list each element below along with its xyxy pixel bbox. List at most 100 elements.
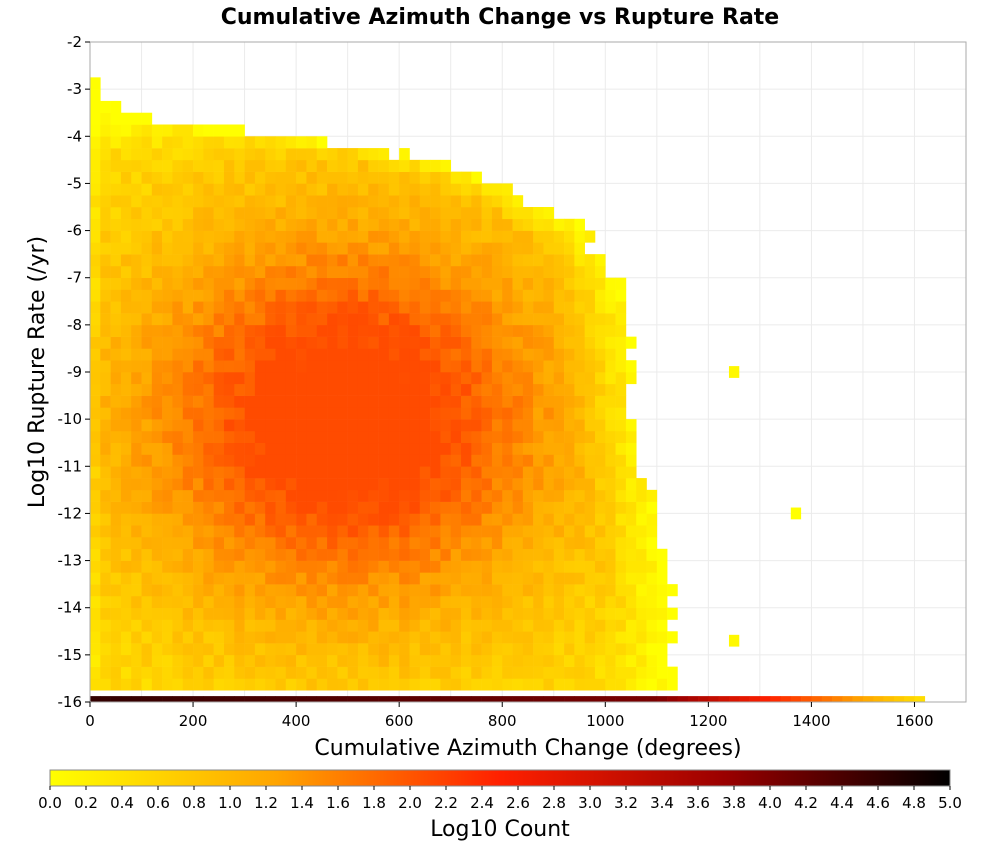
heatmap-cell [512, 631, 524, 644]
heatmap-outlier-cell [728, 366, 740, 378]
heatmap-cell [533, 230, 544, 243]
heatmap-cell [625, 537, 637, 550]
heatmap-cell [90, 324, 101, 337]
heatmap-cell [409, 419, 421, 432]
heatmap-cell [481, 430, 493, 444]
heatmap-cell [90, 466, 101, 479]
heatmap-cell [512, 301, 524, 314]
heatmap-cell-bottom [677, 696, 689, 702]
heatmap-cell [543, 254, 555, 267]
heatmap-cell [306, 442, 318, 455]
heatmap-cell [285, 218, 297, 231]
heatmap-cell [419, 525, 431, 538]
heatmap-cell [378, 407, 390, 420]
heatmap-cell [193, 442, 204, 455]
heatmap-cell [378, 643, 390, 656]
heatmap-cell [120, 218, 132, 231]
heatmap-cell [182, 348, 194, 361]
heatmap-cell [543, 395, 555, 408]
heatmap-cell [100, 442, 111, 455]
heatmap-cell [203, 537, 214, 550]
heatmap-cell [182, 560, 194, 573]
heatmap-cell [131, 136, 142, 149]
heatmap-cell [378, 654, 390, 667]
heatmap-cell [90, 537, 101, 550]
heatmap-cell [172, 324, 184, 337]
heatmap-cell [213, 430, 225, 444]
heatmap-cell [213, 254, 225, 267]
heatmap-cell-bottom [203, 696, 214, 702]
heatmap-cell [316, 501, 328, 514]
heatmap-cell [584, 560, 596, 573]
heatmap-cell [275, 324, 287, 337]
y-tick-label: -12 [58, 504, 83, 522]
heatmap-cell [522, 254, 534, 267]
heatmap-cell [296, 489, 307, 502]
heatmap-cell [182, 171, 194, 184]
heatmap-cell [151, 525, 163, 538]
heatmap-cell [347, 383, 359, 396]
heatmap-cell [120, 254, 132, 267]
heatmap-cell [285, 324, 297, 337]
heatmap-cell [594, 478, 606, 491]
heatmap-cell [388, 619, 400, 632]
heatmap-cell [285, 584, 297, 597]
heatmap-cell [254, 148, 266, 161]
heatmap-cell [388, 171, 400, 184]
heatmap-cell [316, 407, 328, 420]
heatmap-cells [90, 77, 926, 702]
heatmap-cell [275, 442, 287, 455]
heatmap-cell [388, 159, 400, 172]
heatmap-cell [234, 148, 245, 161]
heatmap-cell [306, 631, 318, 644]
heatmap-cell [502, 619, 513, 632]
heatmap-cell [131, 407, 142, 420]
heatmap-cell [430, 631, 441, 644]
heatmap-cell [275, 301, 287, 314]
heatmap-cell [151, 348, 163, 361]
heatmap-cell [213, 324, 225, 337]
heatmap-cell [368, 324, 379, 337]
heatmap-cell [110, 159, 122, 172]
heatmap-cell [162, 407, 173, 420]
heatmap-cell [285, 289, 297, 302]
heatmap-cell [203, 171, 214, 184]
heatmap-cell [378, 584, 390, 597]
heatmap-cell [481, 489, 493, 502]
heatmap-cell [564, 230, 575, 243]
heatmap-cell [430, 513, 441, 526]
heatmap-cell [409, 619, 421, 632]
heatmap-cell [605, 666, 616, 679]
heatmap-cell [327, 395, 338, 408]
heatmap-cell [296, 383, 307, 396]
heatmap-cell [244, 277, 256, 290]
heatmap-cell [419, 313, 431, 326]
heatmap-cell [522, 643, 534, 656]
heatmap-cell [203, 619, 214, 632]
heatmap-cell [193, 489, 204, 502]
heatmap-cell [316, 560, 328, 573]
heatmap-cell [285, 348, 297, 361]
heatmap-cell [316, 289, 328, 302]
heatmap-cell [223, 419, 235, 432]
heatmap-cell [399, 572, 410, 585]
heatmap-cell [131, 148, 142, 161]
heatmap-cell [646, 572, 658, 585]
heatmap-cell [584, 407, 596, 420]
heatmap-cell [564, 277, 575, 290]
heatmap-cell [265, 395, 276, 408]
heatmap-cell-bottom [522, 696, 534, 702]
heatmap-cell [90, 277, 101, 290]
heatmap-cell [296, 537, 307, 550]
heatmap-cell [327, 242, 338, 255]
heatmap-cell [368, 489, 379, 502]
heatmap-cell [337, 372, 348, 385]
heatmap-cell [275, 348, 287, 361]
heatmap-cell [285, 242, 297, 255]
heatmap-cell [90, 372, 101, 385]
heatmap-cell-bottom [687, 696, 699, 702]
heatmap-cell [450, 407, 462, 420]
heatmap-cell [90, 313, 101, 326]
heatmap-cell [296, 289, 307, 302]
heatmap-cell [399, 584, 410, 597]
